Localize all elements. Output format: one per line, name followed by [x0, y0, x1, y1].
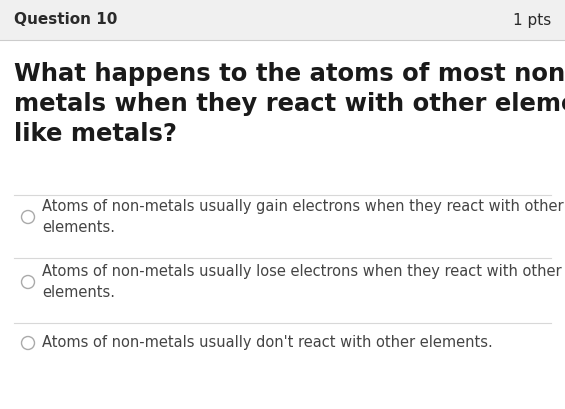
Text: What happens to the atoms of most non-: What happens to the atoms of most non-	[14, 62, 565, 86]
Bar	[0, 0, 565, 40]
Text: Question 10: Question 10	[14, 13, 118, 27]
Text: like metals?: like metals?	[14, 122, 177, 146]
Text: metals when they react with other elements: metals when they react with other elemen…	[14, 92, 565, 116]
Text: Atoms of non-metals usually gain electrons when they react with other
elements.: Atoms of non-metals usually gain electro…	[42, 199, 564, 235]
Text: 1 pts: 1 pts	[513, 13, 551, 27]
Text: Atoms of non-metals usually don't react with other elements.: Atoms of non-metals usually don't react …	[42, 335, 493, 351]
Text: Atoms of non-metals usually lose electrons when they react with other
elements.: Atoms of non-metals usually lose electro…	[42, 264, 562, 300]
